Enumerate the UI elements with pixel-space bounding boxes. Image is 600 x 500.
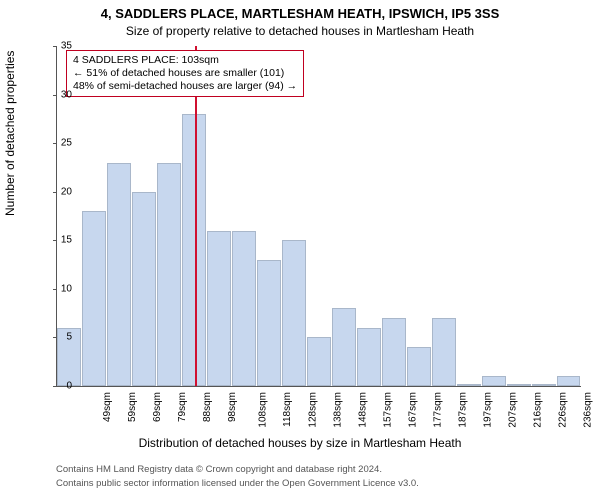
x-tick-label: 88sqm: [202, 392, 213, 422]
y-axis-label: Number of detached properties: [3, 51, 17, 216]
x-tick-label: 128sqm: [308, 392, 319, 428]
annotation-box: 4 SADDLERS PLACE: 103sqm ← 51% of detach…: [66, 50, 304, 97]
x-tick-label: 226sqm: [557, 392, 568, 428]
bar: [282, 240, 306, 386]
x-tick-label: 167sqm: [407, 392, 418, 428]
x-tick-label: 69sqm: [152, 392, 163, 422]
x-tick-label: 236sqm: [582, 392, 593, 428]
x-tick-label: 108sqm: [258, 392, 269, 428]
bar: [107, 163, 131, 386]
footnote-1: Contains HM Land Registry data © Crown c…: [56, 464, 382, 475]
annotation-line2: ← 51% of detached houses are smaller (10…: [73, 67, 297, 80]
bar: [307, 337, 331, 386]
chart-title-main: 4, SADDLERS PLACE, MARTLESHAM HEATH, IPS…: [0, 6, 600, 21]
x-tick-label: 98sqm: [227, 392, 238, 422]
y-tick-label: 10: [48, 283, 72, 294]
bar: [257, 260, 281, 386]
footnote-2: Contains public sector information licen…: [56, 478, 419, 489]
x-tick-label: 59sqm: [127, 392, 138, 422]
bar: [357, 328, 381, 386]
x-axis-label: Distribution of detached houses by size …: [0, 436, 600, 450]
bar: [432, 318, 456, 386]
x-tick-label: 207sqm: [507, 392, 518, 428]
chart-container: 4, SADDLERS PLACE, MARTLESHAM HEATH, IPS…: [0, 0, 600, 500]
bar: [132, 192, 156, 386]
y-tick-label: 35: [48, 41, 72, 52]
bar: [557, 376, 581, 386]
y-tick-label: 15: [48, 235, 72, 246]
x-tick-label: 138sqm: [333, 392, 344, 428]
annotation-line3: 48% of semi-detached houses are larger (…: [73, 80, 297, 93]
x-tick-label: 148sqm: [358, 392, 369, 428]
bar: [232, 231, 256, 386]
bar: [407, 347, 431, 386]
bar: [182, 114, 206, 386]
x-tick-label: 79sqm: [177, 392, 188, 422]
annotation-line1: 4 SADDLERS PLACE: 103sqm: [73, 54, 297, 67]
x-tick-label: 177sqm: [432, 392, 443, 428]
x-tick-label: 197sqm: [482, 392, 493, 428]
bar: [532, 384, 556, 386]
chart-title-sub: Size of property relative to detached ho…: [0, 24, 600, 38]
x-tick-label: 216sqm: [532, 392, 543, 428]
y-tick-label: 30: [48, 89, 72, 100]
bar: [157, 163, 181, 386]
x-tick-label: 49sqm: [102, 392, 113, 422]
bar: [207, 231, 231, 386]
bar: [82, 211, 106, 386]
bar: [332, 308, 356, 386]
bar: [382, 318, 406, 386]
y-tick-label: 25: [48, 138, 72, 149]
x-tick-label: 187sqm: [457, 392, 468, 428]
y-tick-label: 20: [48, 186, 72, 197]
y-tick-label: 0: [48, 381, 72, 392]
bar: [507, 384, 531, 386]
bar: [457, 384, 481, 386]
x-tick-label: 118sqm: [282, 392, 293, 427]
x-tick-label: 157sqm: [383, 392, 394, 428]
bar: [482, 376, 506, 386]
y-tick-label: 5: [48, 332, 72, 343]
